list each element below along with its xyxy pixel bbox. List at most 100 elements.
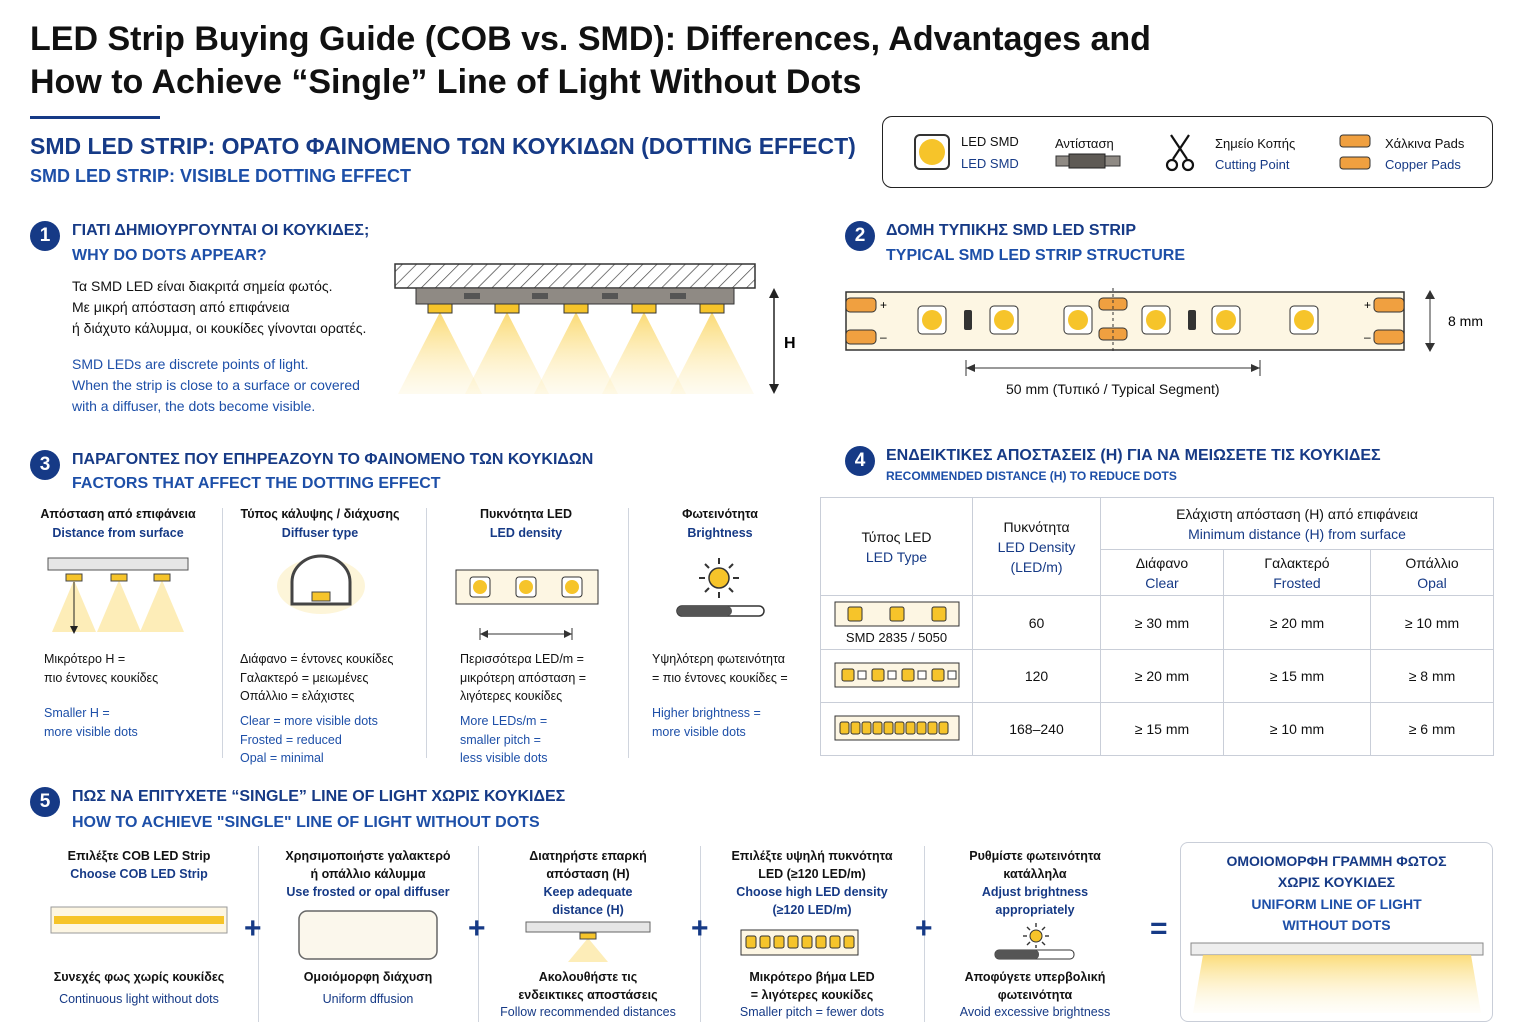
section-3-number: 3 (30, 450, 60, 480)
led-type-cell (820, 649, 973, 703)
text-line: Frosted (1273, 574, 1321, 591)
result-box: ΟΜΟΙΟΜΟΡΦΗ ΓΡΑΜΜΗ ΦΩΤΟΣ ΧΩΡΙΣ ΚΟΥΚΙΔΕΣ U… (1180, 842, 1493, 1022)
led-type-cell: SMD 2835 / 5050 (820, 595, 973, 650)
section-2-title-en: TYPICAL SMD LED STRIP STRUCTURE (886, 247, 1185, 264)
text-line: Opal = minimal (240, 751, 324, 765)
text-line: Χρησιμοποιήστε γαλακτερό (285, 849, 451, 863)
resistor-icon (1055, 153, 1121, 169)
table-row: 168–240 ≥ 15 mm ≥ 10 mm ≥ 6 mm (820, 702, 1494, 756)
factor-title-en: Distance from surface (52, 526, 184, 540)
scissors-icon (1165, 134, 1195, 172)
legend-cut-en: Cutting Point (1215, 157, 1290, 172)
section-1-text-gr: Τα SMD LED είναι διακριτά σημεία φωτός. … (72, 276, 366, 339)
text-line: UNIFORM LINE OF LIGHT (1251, 896, 1422, 912)
smd-label: SMD 2835 / 5050 (845, 629, 948, 645)
text-line: Περισσότερα LED/m = (460, 652, 584, 666)
text-line: Επιλέξτε COB LED Strip (67, 849, 211, 863)
density-illustration (455, 569, 599, 640)
section-2-number: 2 (845, 221, 875, 251)
text-line: (≥120 LED/m) (772, 903, 852, 917)
text-line: Επιλέξτε υψηλή πυκνότητα (731, 849, 893, 863)
header-english: SMD LED STRIP: VISIBLE DOTTING EFFECT (30, 166, 412, 186)
text-line: Με μικρή απόσταση από επιφάνεια (72, 299, 290, 315)
text-line: Keep adequate (543, 885, 633, 899)
brightness-slider (994, 949, 1075, 960)
minus-sign: – (1364, 330, 1371, 344)
text-line: Frosted = reduced (240, 732, 342, 747)
factor-title-gr: Φωτεινότητα (682, 507, 758, 521)
text-line: ΟΜΟΙΟΜΟΡΦΗ ΓΡΑΜΜΗ ΦΩΤΟΣ (1226, 853, 1447, 869)
section-5-title-en: HOW TO ACHIEVE "SINGLE" LINE OF LIGHT WI… (72, 814, 540, 831)
strip-240-icon (834, 715, 959, 740)
step-5-result-gr: Αποφύγετε υπερβολική φωτεινότητα (938, 968, 1132, 1004)
factor-brightness-gr: Υψηλότερη φωτεινότητα = πιο έντονες κουκ… (652, 650, 788, 687)
step-2-title: Χρησιμοποιήστε γαλακτερό ή οπάλλιο κάλυμ… (270, 847, 466, 901)
text-line: ΧΩΡΙΣ ΚΟΥΚΙΔΕΣ (1277, 874, 1396, 890)
divider (628, 508, 629, 758)
density-cell: 120 (972, 649, 1101, 703)
text-line: Clear (1145, 574, 1179, 591)
text-line: When the strip is close to a surface or … (72, 377, 360, 393)
text-line: Ελάχιστη απόσταση (H) από επιφάνεια (1176, 505, 1418, 522)
factor-density-header: Πυκνότητα LED LED density (436, 505, 616, 543)
text-line: Continuous light without dots (59, 992, 219, 1006)
text-line: Ακολουθήστε τις (538, 970, 638, 984)
beams (398, 312, 754, 394)
text-line: Choose COB LED Strip (70, 867, 208, 881)
divider (426, 508, 427, 758)
text-line: Follow recommended distances (500, 1005, 676, 1019)
text-line: Γαλακτερό = μειωμένες (240, 670, 369, 685)
text-line: LED Type (865, 548, 928, 565)
step-5-title: Ρυθμίστε φωτεινότητα κατάλληλα Adjust br… (938, 847, 1132, 919)
text-line: Υψηλότερη φωτεινότητα (652, 652, 785, 666)
text-line: Μικρότερο βήμα LED (749, 970, 875, 984)
legend-pads-en: Copper Pads (1385, 157, 1461, 172)
text-line: Μικρότερο H = (44, 652, 126, 666)
plus-sign: + (244, 912, 262, 945)
text-line: more visible dots (44, 724, 138, 739)
header-min-distance: Ελάχιστη απόσταση (H) από επιφάνεια Mini… (1100, 497, 1494, 550)
led-type-cell (820, 702, 973, 756)
high-density-strip-icon (740, 929, 859, 956)
text-line: λιγότερες κουκίδες (460, 689, 563, 703)
factor-title-en: Diffuser type (281, 526, 359, 540)
divider (700, 846, 701, 1022)
text-line: Adjust brightness (981, 885, 1089, 899)
factor-diffuser-header: Τύπος κάλυψης / διάχυσης Diffuser type (232, 505, 408, 543)
text-line: smaller pitch = (460, 732, 541, 747)
text-line: = λιγότερες κουκίδες (750, 988, 874, 1002)
legend-pads-gr: Χάλκινα Pads (1385, 136, 1465, 151)
segment-label: 50 mm (Τυπικό / Typical Segment) (1006, 381, 1220, 397)
distance-step-icon (525, 921, 651, 962)
text-line: More LEDs/m = (460, 714, 548, 728)
divider (258, 846, 259, 1022)
text-line: SMD LEDs are discrete points of light. (72, 356, 309, 372)
clear-cell: ≥ 15 mm (1100, 702, 1224, 756)
text-line: κατάλληλα (1003, 867, 1067, 881)
equals-sign: = (1150, 912, 1168, 945)
factor-distance-gr: Μικρότερο H = πιο έντονες κουκίδες (44, 650, 158, 687)
header-opal: Οπάλλιο Opal (1370, 549, 1494, 596)
step-1-title: Επιλέξτε COB LED Strip Choose COB LED St… (34, 847, 244, 883)
header-led-type: Τύπος LED LED Type (820, 497, 973, 596)
strip-width: 8 mm (1448, 313, 1483, 329)
diffuser-profile-icon (277, 554, 365, 614)
text-line: LED Density (997, 538, 1076, 555)
section-1-number: 1 (30, 221, 60, 251)
section-3-title-en: FACTORS THAT AFFECT THE DOTTING EFFECT (72, 475, 441, 492)
density-cell: 168–240 (972, 702, 1101, 756)
plus-sign: + (468, 912, 486, 945)
text-line: ή διάχυτο κάλυμμα, οι κουκίδες γίνονται … (72, 320, 367, 336)
strip-60-icon (834, 601, 959, 626)
header-frosted: Γαλακτερό Frosted (1222, 549, 1372, 596)
density-cell: 60 (972, 595, 1101, 650)
step-5-result-en: Avoid excessive brightness (938, 1003, 1132, 1021)
text-line: Διατηρήστε επαρκή (529, 849, 647, 863)
dotting-illustration: H (394, 263, 796, 394)
clear-cell: ≥ 30 mm (1100, 595, 1224, 650)
section-4-title-gr: ΕΝΔΕΙΚΤΙΚΕΣ ΑΠΟΣΤΑΣΕΙΣ (H) ΓΙΑ ΝΑ ΜΕΙΩΣΕ… (886, 447, 1381, 464)
minus-sign: – (880, 330, 887, 344)
text-line: Uniform dffusion (322, 992, 414, 1006)
step-2-result-gr: Ομοιόμορφη διάχυση (270, 968, 466, 986)
result-title-gr: ΟΜΟΙΟΜΟΡΦΗ ΓΡΑΜΜΗ ΦΩΤΟΣ ΧΩΡΙΣ ΚΟΥΚΙΔΕΣ (1181, 851, 1492, 893)
